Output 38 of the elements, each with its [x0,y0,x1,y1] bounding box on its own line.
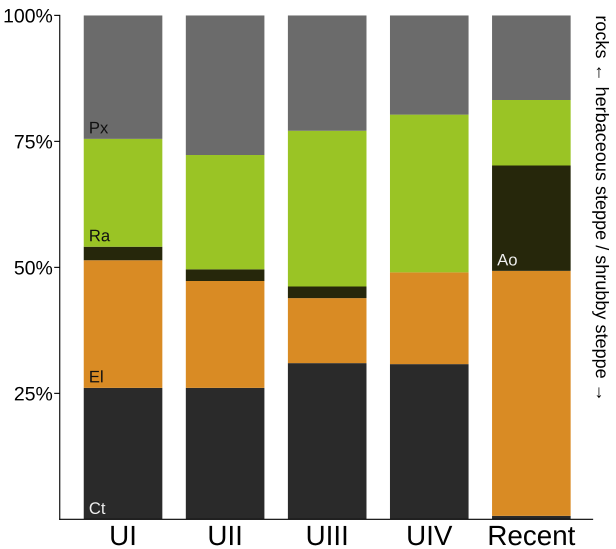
bar [84,388,162,520]
y-tick-label: 100% [4,8,52,23]
x-tick-label: UIII [308,526,346,546]
bar [186,15,264,155]
y-tick-label: 75% [14,134,52,149]
bar [186,280,264,388]
bar [390,114,469,272]
bar [390,364,469,520]
y-tick-label: 50% [14,260,52,275]
bar [186,269,264,281]
bar [288,130,366,287]
bar [186,388,264,520]
bar [390,272,469,364]
series-label: Ao [497,254,517,266]
x-tick-label: Recent [490,526,576,546]
bar [492,166,571,271]
annotation: rocks ← herbaceous steppe / shrubby steppe → [592,16,610,398]
series-label: El [90,370,103,382]
bar [288,286,366,298]
x-tick-label: UIV [408,526,452,546]
x-tick-label: UI [111,526,134,546]
series-label: Ra [90,230,110,242]
bar [492,100,571,166]
bar [390,15,469,115]
bar [288,298,366,364]
x-tick-label: UII [210,526,240,546]
bar [288,363,366,520]
bar [84,246,162,260]
bar [84,138,162,247]
bar [186,154,264,270]
bar [288,15,366,131]
series-label: Px [90,122,108,134]
series-label: Ct [90,502,106,514]
bar [84,260,162,388]
bar [492,15,571,100]
bar [84,15,162,139]
bar [492,270,571,516]
y-tick-label: 25% [14,386,52,401]
